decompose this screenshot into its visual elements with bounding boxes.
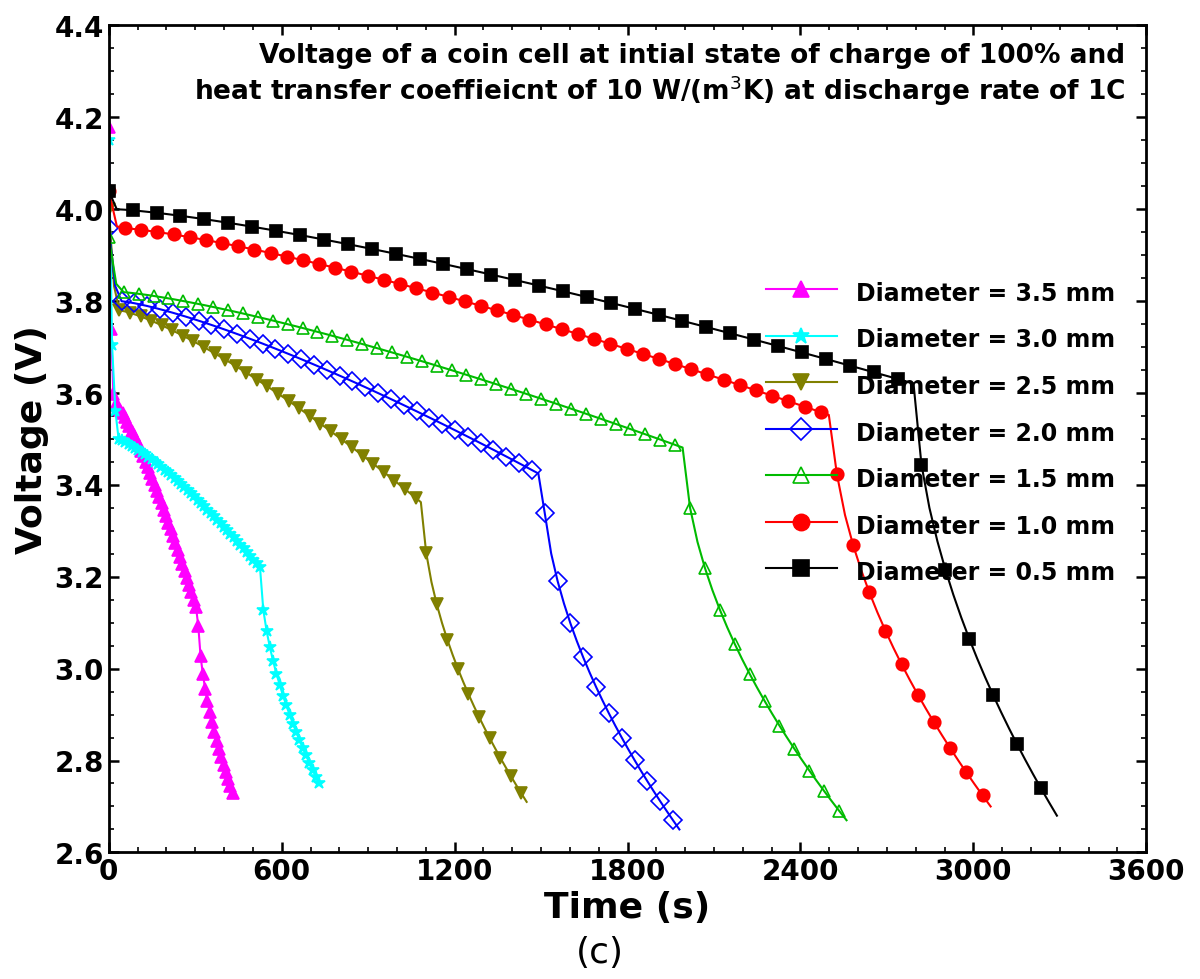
Diameter = 0.5 mm [851,362,865,374]
Diameter = 3.5 mm [102,121,116,133]
Diameter = 1.5 mm [780,731,794,743]
Diameter = 1.5 mm [272,317,287,329]
Diameter = 1.0 mm [530,316,545,328]
Diameter = 0.5 mm [356,242,371,254]
Diameter = 1.0 mm [959,767,973,778]
Diameter = 3.0 mm [312,777,326,789]
Diameter = 1.5 mm [244,309,258,321]
Diameter = 1.0 mm [360,270,374,282]
Diameter = 2.0 mm [672,823,686,835]
Diameter = 2.5 mm [102,204,116,215]
Diameter = 3.5 mm [148,480,162,491]
Diameter = 1.5 mm [541,396,556,407]
Diameter = 1.0 mm [725,377,739,389]
Diameter = 3.5 mm [132,440,146,451]
Text: (c): (c) [576,935,624,969]
Diameter = 3.0 mm [210,514,224,526]
Diameter = 2.0 mm [576,652,590,664]
Diameter = 1.5 mm [839,815,853,826]
Diameter = 3.0 mm [305,765,319,776]
Line: Diameter = 3.5 mm: Diameter = 3.5 mm [102,120,239,799]
Diameter = 1.0 mm [984,801,998,813]
Diameter = 1.0 mm [102,185,116,197]
Line: Diameter = 0.5 mm: Diameter = 0.5 mm [102,185,1063,822]
Text: Voltage of a coin cell at intial state of charge of 100% and
heat transfer coeff: Voltage of a coin cell at intial state o… [194,42,1126,109]
Diameter = 3.0 mm [282,709,296,721]
Diameter = 2.5 mm [520,796,534,808]
Diameter = 1.0 mm [506,309,521,321]
Diameter = 2.5 mm [287,399,301,411]
Diameter = 0.5 mm [301,231,316,243]
Diameter = 2.0 mm [179,311,193,323]
Diameter = 1.5 mm [481,376,496,388]
Diameter = 3.5 mm [115,408,130,420]
Diameter = 3.5 mm [223,780,238,792]
Diameter = 1.5 mm [102,231,116,243]
Diameter = 0.5 mm [102,185,116,197]
Line: Diameter = 3.0 mm: Diameter = 3.0 mm [102,134,325,790]
Line: Diameter = 1.0 mm: Diameter = 1.0 mm [102,185,997,813]
Diameter = 3.5 mm [125,425,139,437]
Line: Diameter = 2.5 mm: Diameter = 2.5 mm [102,204,533,809]
Y-axis label: Voltage (V): Voltage (V) [14,325,49,553]
Line: Diameter = 2.0 mm: Diameter = 2.0 mm [102,222,685,836]
Diameter = 3.0 mm [151,458,166,470]
Diameter = 0.5 mm [628,303,642,315]
Diameter = 0.5 mm [1050,810,1064,821]
Diameter = 2.5 mm [350,445,365,457]
Diameter = 2.0 mm [647,785,661,797]
Diameter = 1.5 mm [802,765,816,776]
Diameter = 3.0 mm [102,135,116,147]
Diameter = 1.0 mm [926,717,941,728]
Diameter = 3.0 mm [164,470,179,482]
Diameter = 2.0 mm [275,346,289,357]
Diameter = 2.5 mm [355,450,370,462]
Diameter = 2.0 mm [102,222,116,234]
Diameter = 0.5 mm [1018,754,1032,766]
X-axis label: Time (s): Time (s) [545,891,710,925]
Diameter = 3.5 mm [226,787,240,799]
Diameter = 2.5 mm [388,475,402,487]
Line: Diameter = 1.5 mm: Diameter = 1.5 mm [102,231,853,826]
Diameter = 3.0 mm [191,494,205,506]
Diameter = 2.5 mm [472,711,486,723]
Diameter = 3.5 mm [211,743,226,755]
Diameter = 2.5 mm [371,462,385,474]
Diameter = 2.0 mm [499,451,514,463]
Diameter = 2.0 mm [589,681,604,693]
Legend: Diameter = 3.5 mm, Diameter = 3.0 mm, Diameter = 2.5 mm, Diameter = 2.0 mm, Diam: Diameter = 3.5 mm, Diameter = 3.0 mm, Di… [756,269,1124,596]
Diameter = 0.5 mm [755,336,769,348]
